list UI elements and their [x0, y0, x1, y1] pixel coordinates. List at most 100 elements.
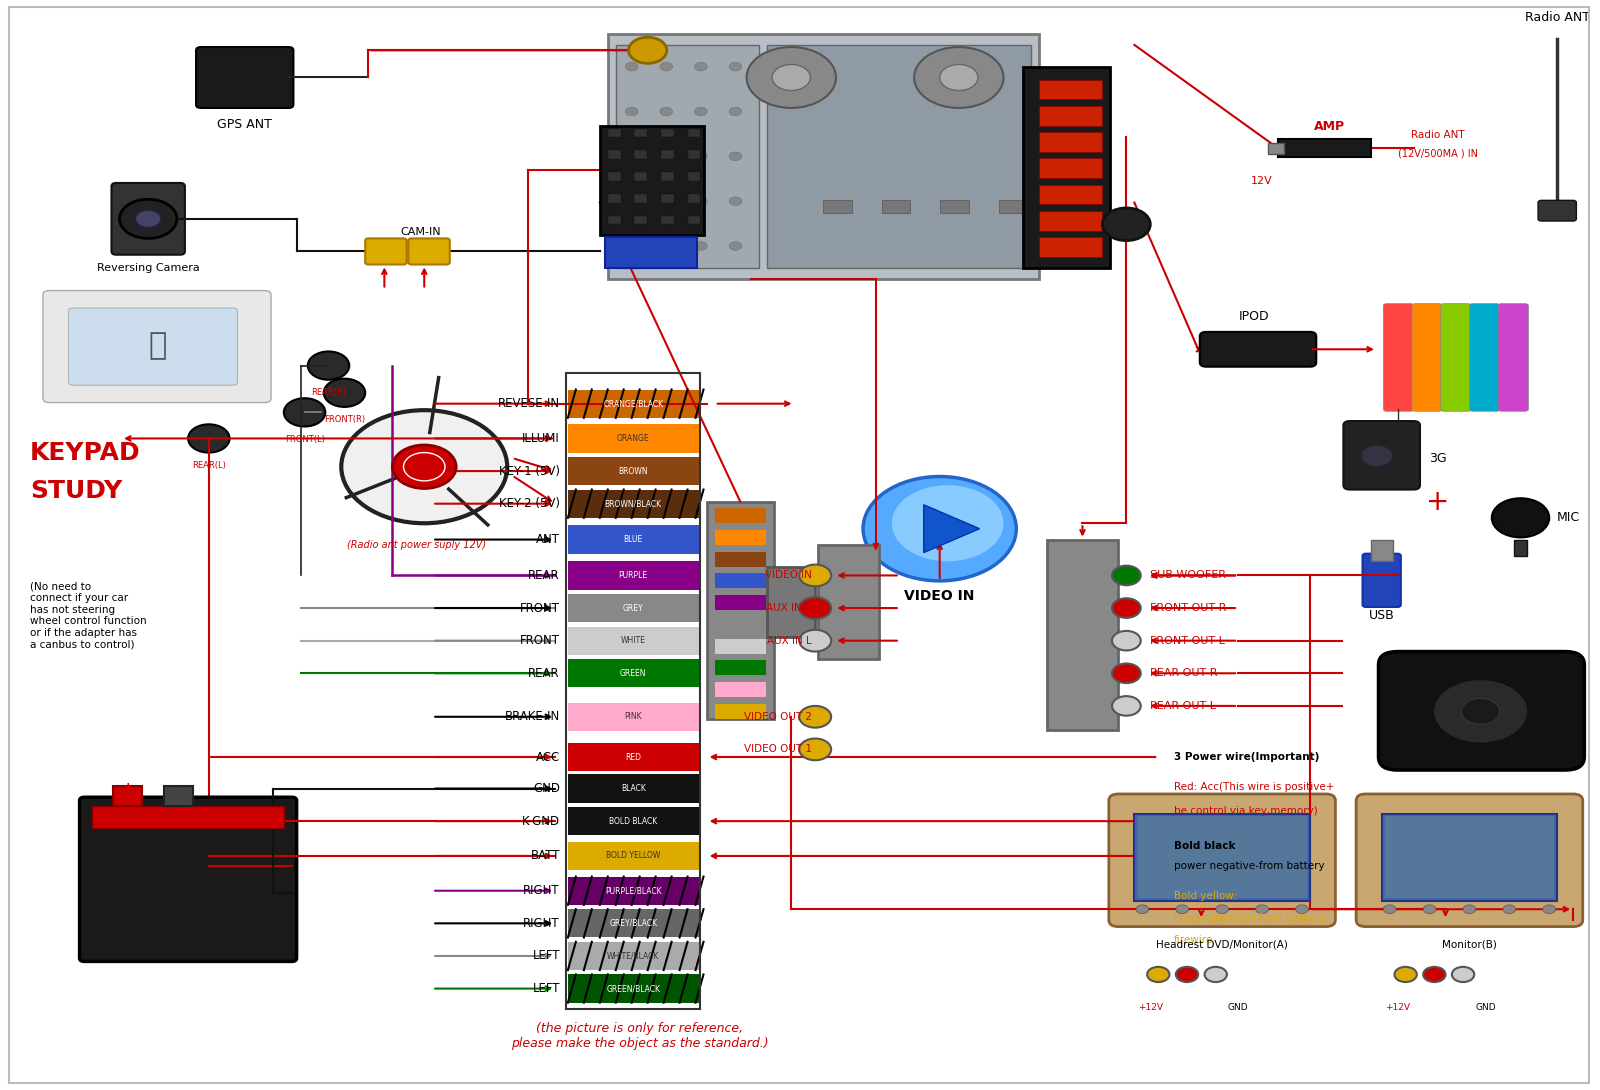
Bar: [1038, 238, 1102, 257]
FancyBboxPatch shape: [1344, 421, 1419, 489]
Bar: [634, 172, 646, 181]
Bar: [568, 841, 699, 870]
Circle shape: [659, 62, 672, 71]
Bar: [568, 974, 699, 1003]
Circle shape: [694, 197, 707, 206]
Bar: [941, 201, 970, 214]
Text: -: -: [176, 780, 181, 794]
Bar: [661, 194, 674, 203]
Circle shape: [1136, 905, 1149, 913]
Text: FRONT OUT R: FRONT OUT R: [1150, 603, 1227, 613]
Circle shape: [341, 410, 507, 523]
Text: (No need to
connect if your car
has not steering
wheel control function
or if th: (No need to connect if your car has not …: [30, 582, 147, 650]
Bar: [568, 489, 699, 518]
Text: BOLD BLACK: BOLD BLACK: [610, 816, 658, 825]
FancyBboxPatch shape: [1200, 331, 1317, 366]
Text: RIGHT: RIGHT: [523, 884, 560, 897]
Text: PEAR OUT L: PEAR OUT L: [1150, 701, 1216, 711]
Text: 3 Power wire(Important): 3 Power wire(Important): [1174, 752, 1320, 762]
Text: Reversing Camera: Reversing Camera: [98, 263, 200, 272]
Circle shape: [1462, 905, 1475, 913]
Text: 🚗: 🚗: [149, 331, 166, 361]
Bar: [1134, 813, 1310, 900]
Text: ANT: ANT: [536, 533, 560, 546]
FancyBboxPatch shape: [1538, 201, 1576, 221]
Text: Bold yellow:: Bold yellow:: [1174, 892, 1237, 901]
Bar: [568, 389, 699, 417]
Bar: [1371, 540, 1394, 561]
Bar: [715, 661, 766, 676]
FancyBboxPatch shape: [365, 239, 406, 265]
Circle shape: [1112, 598, 1141, 618]
Text: GPS ANT: GPS ANT: [218, 118, 272, 131]
Bar: [634, 129, 646, 137]
Text: be control via key,memory): be control via key,memory): [1174, 807, 1318, 816]
Bar: [568, 594, 699, 622]
Text: REAR: REAR: [528, 569, 560, 582]
Text: WHITE: WHITE: [621, 637, 646, 645]
Text: LEFT: LEFT: [533, 982, 560, 995]
Circle shape: [730, 197, 742, 206]
Text: GREEN/BLACK: GREEN/BLACK: [606, 984, 661, 993]
Circle shape: [694, 107, 707, 116]
Text: BATT: BATT: [530, 849, 560, 862]
Circle shape: [800, 597, 830, 619]
Circle shape: [1102, 208, 1150, 241]
Circle shape: [1205, 967, 1227, 982]
Bar: [1038, 132, 1102, 152]
Bar: [1269, 143, 1285, 154]
Circle shape: [136, 210, 162, 228]
Bar: [715, 595, 766, 610]
Circle shape: [626, 242, 638, 251]
Text: AUX IN L: AUX IN L: [768, 635, 813, 645]
Circle shape: [1461, 699, 1499, 725]
Bar: [998, 201, 1027, 214]
Bar: [688, 216, 701, 225]
Circle shape: [730, 107, 742, 116]
FancyBboxPatch shape: [1469, 304, 1499, 411]
Text: GREY: GREY: [622, 604, 643, 613]
Text: +12V: +12V: [1138, 1003, 1163, 1012]
Circle shape: [800, 739, 830, 760]
FancyBboxPatch shape: [1363, 554, 1402, 607]
Text: power negative-from battery: power negative-from battery: [1174, 861, 1325, 871]
Bar: [1038, 106, 1102, 125]
Bar: [1278, 140, 1371, 157]
Text: firewire: firewire: [1174, 934, 1213, 945]
Text: VIDEO OUT 2: VIDEO OUT 2: [744, 712, 813, 722]
Circle shape: [1176, 905, 1189, 913]
Circle shape: [1296, 905, 1309, 913]
Circle shape: [914, 47, 1003, 108]
Circle shape: [862, 476, 1016, 581]
FancyBboxPatch shape: [112, 183, 186, 255]
Text: BROWN/BLACK: BROWN/BLACK: [605, 499, 662, 508]
FancyBboxPatch shape: [1413, 304, 1442, 411]
Bar: [707, 501, 774, 719]
Text: K-GND: K-GND: [522, 814, 560, 827]
FancyBboxPatch shape: [197, 47, 293, 108]
Circle shape: [659, 152, 672, 160]
Bar: [93, 806, 283, 827]
Bar: [566, 373, 701, 1009]
Bar: [1514, 540, 1526, 556]
Circle shape: [1112, 566, 1141, 585]
Bar: [568, 525, 699, 554]
Text: PURPLE: PURPLE: [619, 571, 648, 580]
Circle shape: [189, 424, 229, 452]
Circle shape: [659, 242, 672, 251]
Circle shape: [747, 47, 835, 108]
Circle shape: [1112, 697, 1141, 716]
Text: FRONT(R): FRONT(R): [323, 415, 365, 424]
Bar: [165, 786, 194, 806]
Text: FRONT: FRONT: [520, 602, 560, 615]
Text: BLACK: BLACK: [621, 784, 646, 794]
Bar: [1022, 66, 1110, 268]
Circle shape: [403, 452, 445, 481]
FancyBboxPatch shape: [1440, 304, 1470, 411]
Bar: [1038, 80, 1102, 99]
Bar: [715, 617, 766, 632]
Circle shape: [1422, 905, 1435, 913]
Text: LEFT: LEFT: [533, 949, 560, 962]
FancyBboxPatch shape: [80, 797, 296, 961]
Bar: [568, 942, 699, 970]
